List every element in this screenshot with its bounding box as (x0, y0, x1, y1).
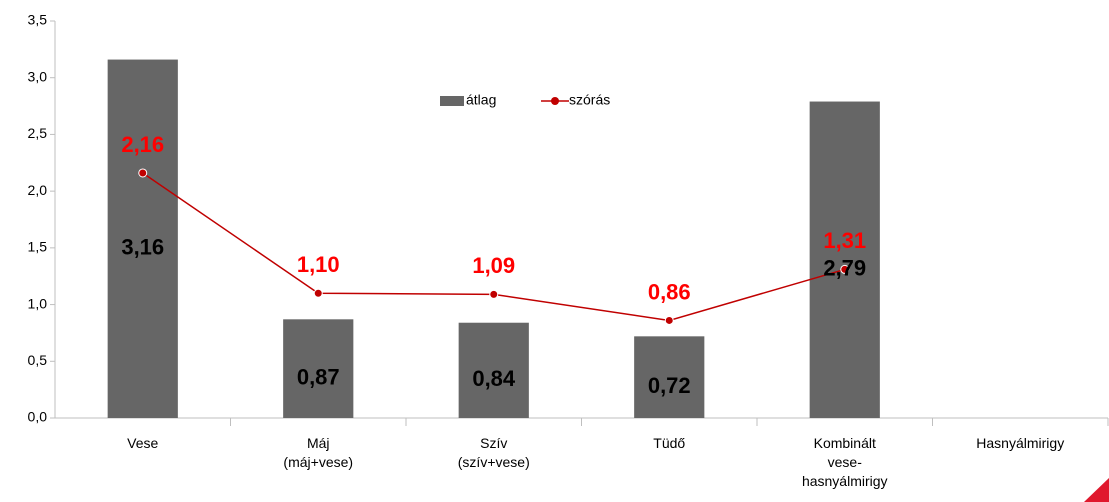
line-point (840, 264, 850, 274)
logo-corner (1084, 478, 1109, 502)
line-point (489, 289, 499, 299)
bar-value-label: 2,79 (823, 256, 866, 281)
legend-label: szórás (569, 92, 610, 108)
y-tick-label: 3,5 (28, 12, 48, 28)
line-value-label: 1,09 (472, 253, 515, 278)
bar (809, 101, 880, 418)
bar (458, 322, 529, 418)
bar-value-label: 0,87 (297, 364, 340, 389)
y-tick-label: 1,0 (28, 295, 48, 311)
x-tick-label: Máj (máj+vese) (283, 435, 354, 470)
line-point (138, 168, 148, 178)
y-tick-label: 1,5 (28, 239, 48, 255)
y-tick-label: 0,5 (28, 352, 48, 368)
x-tick-label: Szív (szív+vese) (457, 435, 530, 470)
x-tick-label: Tüdő (653, 435, 686, 451)
line-value-label: 1,31 (823, 228, 866, 253)
x-tick-label: Hasnyálmirigy (976, 435, 1065, 451)
bar (634, 336, 705, 418)
y-tick-label: 0,0 (28, 409, 48, 425)
line-value-label: 2,16 (121, 132, 164, 157)
legend-swatch (551, 97, 559, 105)
y-tick-label: 2,5 (28, 125, 48, 141)
bar-value-label: 3,16 (121, 235, 164, 260)
y-tick-label: 3,0 (28, 68, 48, 84)
x-tick-label: Kombinált vese- hasnyálmirigy (801, 435, 888, 489)
bar-value-label: 0,72 (648, 373, 691, 398)
line-value-label: 1,10 (297, 252, 340, 277)
legend-swatch (440, 96, 464, 106)
line-point (313, 288, 323, 298)
x-tick-label: Vese (127, 435, 159, 451)
legend-label: átlag (466, 92, 496, 108)
line-value-label: 0,86 (648, 279, 691, 304)
bar (107, 59, 178, 419)
bar-value-label: 0,84 (472, 366, 516, 391)
bar (283, 319, 354, 418)
y-tick-label: 2,0 (28, 182, 48, 198)
line-point (664, 315, 674, 325)
